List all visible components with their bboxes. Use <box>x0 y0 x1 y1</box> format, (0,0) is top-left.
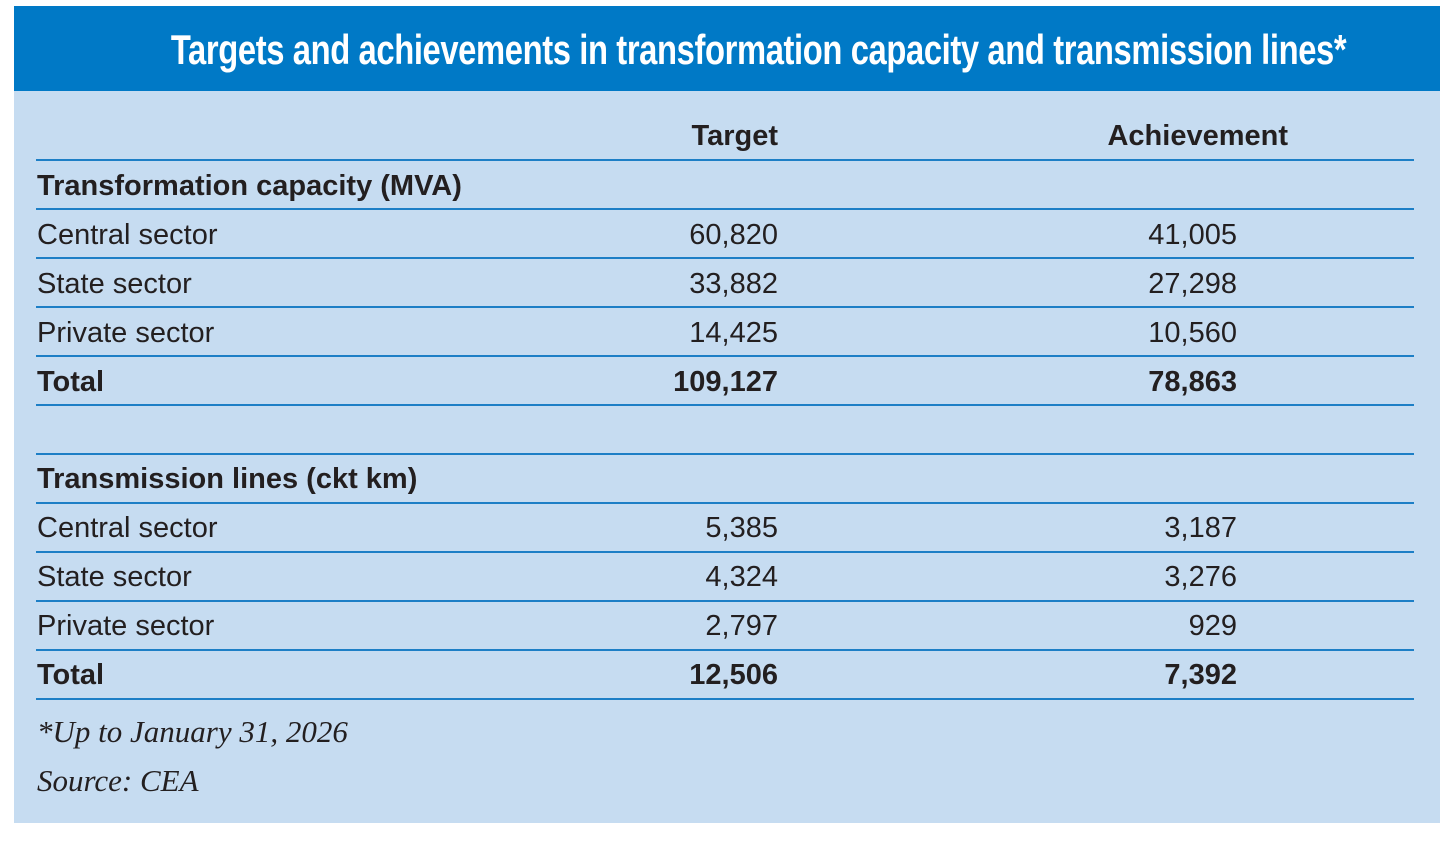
total-achievement-value: 78,863 <box>1148 366 1237 398</box>
column-header-target: Target <box>691 120 778 152</box>
achievement-value: 929 <box>1188 610 1237 642</box>
divider <box>36 355 1414 357</box>
target-value: 4,324 <box>705 561 778 593</box>
divider <box>36 502 1414 504</box>
row-label: State sector <box>37 561 192 593</box>
row-label: Central sector <box>37 512 218 544</box>
divider <box>36 208 1414 210</box>
total-target-value: 109,127 <box>673 366 778 398</box>
divider <box>36 404 1414 406</box>
divider <box>36 698 1414 700</box>
table-panel: Targets and achievements in transformati… <box>14 6 1440 823</box>
total-label: Total <box>37 366 105 398</box>
total-target-value: 12,506 <box>689 659 778 691</box>
row-label: Private sector <box>37 317 215 349</box>
achievement-value: 41,005 <box>1148 219 1237 251</box>
achievement-value: 27,298 <box>1148 268 1237 300</box>
achievement-value: 10,560 <box>1148 317 1237 349</box>
section-heading: Transformation capacity (MVA) <box>37 170 462 202</box>
column-header-achievement: Achievement <box>1107 120 1288 152</box>
target-value: 5,385 <box>705 512 778 544</box>
target-value: 60,820 <box>689 219 778 251</box>
divider <box>36 600 1414 602</box>
row-label: Central sector <box>37 219 218 251</box>
target-value: 33,882 <box>689 268 778 300</box>
title-bar: Targets and achievements in transformati… <box>14 6 1440 91</box>
section-heading: Transmission lines (ckt km) <box>37 463 418 495</box>
divider <box>36 306 1414 308</box>
divider <box>36 453 1414 455</box>
footnote: *Up to January 31, 2026 <box>37 714 348 749</box>
target-value: 2,797 <box>705 610 778 642</box>
row-label: State sector <box>37 268 192 300</box>
divider <box>36 551 1414 553</box>
divider <box>36 649 1414 651</box>
row-label: Private sector <box>37 610 215 642</box>
total-achievement-value: 7,392 <box>1164 659 1237 691</box>
achievement-value: 3,276 <box>1164 561 1237 593</box>
table-title: Targets and achievements in transformati… <box>170 26 1347 73</box>
total-label: Total <box>37 659 105 691</box>
divider <box>36 159 1414 161</box>
achievement-value: 3,187 <box>1164 512 1237 544</box>
divider <box>36 257 1414 259</box>
source-note: Source: CEA <box>37 763 199 798</box>
target-value: 14,425 <box>689 317 778 349</box>
